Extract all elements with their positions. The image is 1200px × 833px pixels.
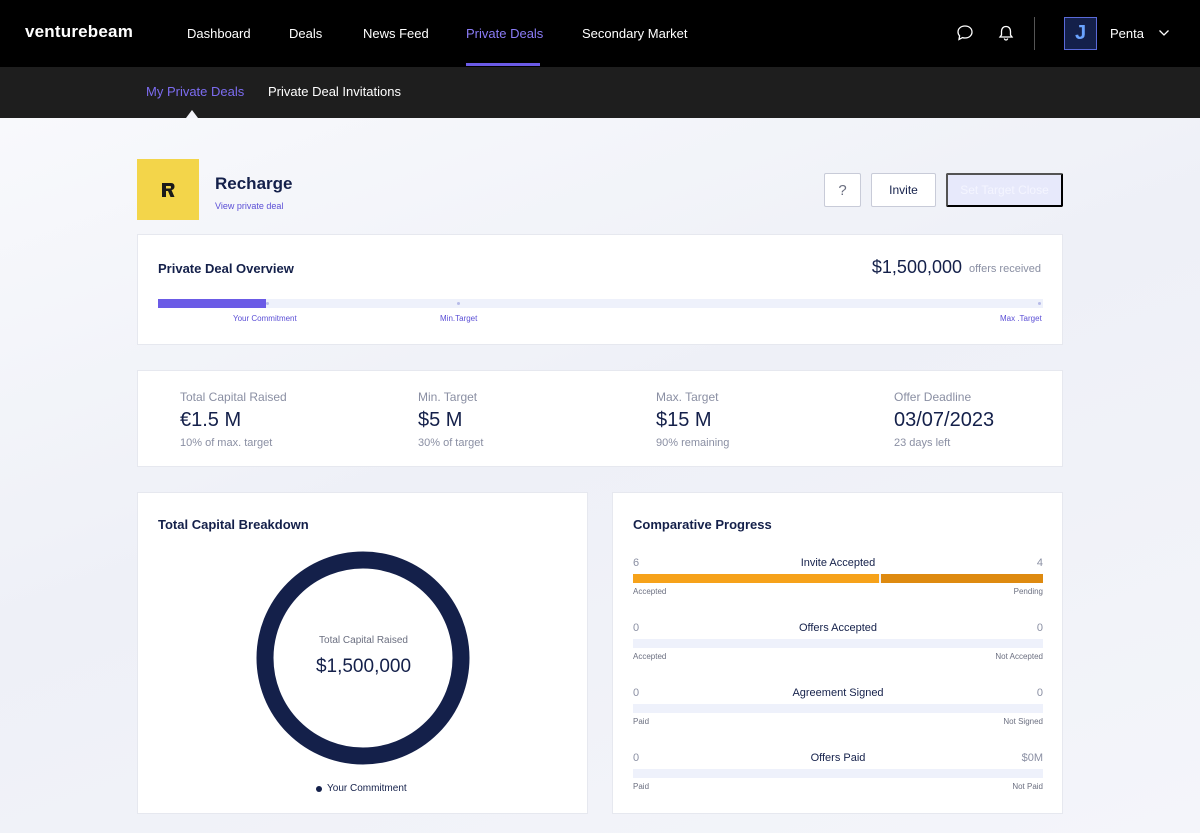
header-divider: [1034, 17, 1035, 50]
stat-value: 03/07/2023: [894, 409, 995, 431]
min-target-marker-label: Min.Target: [440, 314, 478, 323]
active-nav-indicator: [466, 63, 540, 66]
stat-value: $15 M: [656, 409, 712, 431]
stat-value: €1.5 M: [180, 409, 242, 431]
stat-max-target: Max. Target $15 M 90% remaining: [656, 390, 729, 449]
overview-title: Private Deal Overview: [158, 261, 294, 276]
offers-received-amount: $1,500,000: [871, 257, 962, 277]
your-commitment-marker-label: Your Commitment: [233, 314, 297, 323]
donut-center-value: $1,500,000: [315, 656, 412, 677]
progress-left-count: 6: [633, 557, 640, 569]
donut-segment-your-commitment: [256, 551, 470, 765]
progress-sub-right: Not Signed: [1003, 717, 1043, 726]
nav-secondary-market[interactable]: Secondary Market: [582, 26, 688, 41]
stat-min-target: Min. Target $5 M 30% of target: [418, 390, 483, 449]
recharge-logo-icon: [162, 182, 175, 197]
max-target-marker: [1038, 302, 1041, 305]
progress-sub-right: Not Accepted: [995, 652, 1043, 661]
progress-sub-left: Paid: [633, 782, 650, 791]
view-private-deal-link[interactable]: View private deal: [215, 201, 284, 211]
nav-private-deals[interactable]: Private Deals: [466, 26, 544, 41]
comparative-progress-card: Comparative Progress 6 Invite Accepted 4…: [612, 492, 1063, 814]
progress-sub-left: Accepted: [633, 652, 667, 661]
help-button[interactable]: ?: [824, 173, 861, 207]
progress-segment-secondary: [881, 574, 1043, 583]
offers-received-label: offers received: [969, 263, 1041, 275]
sub-navigation-bar: My Private Deals Private Deal Invitation…: [0, 67, 1200, 118]
stat-total-capital-raised: Total Capital Raised €1.5 M 10% of max. …: [180, 390, 287, 449]
stat-subtext: 90% remaining: [656, 437, 730, 449]
total-capital-breakdown-card: Total Capital Breakdown Total Capital Ra…: [137, 492, 588, 814]
stat-value: $5 M: [418, 409, 463, 431]
progress-right-count: 0: [1036, 622, 1043, 634]
invite-button[interactable]: Invite: [871, 173, 936, 207]
stat-subtext: 10% of max. target: [180, 437, 273, 449]
set-target-close-button[interactable]: Set Target Close: [946, 173, 1063, 207]
stat-subtext: 23 days left: [894, 437, 951, 449]
min-target-marker: [457, 302, 460, 305]
progress-right-count: 0: [1036, 687, 1043, 699]
company-logo: [137, 159, 199, 220]
active-tab-caret: [186, 110, 198, 118]
progress-sub-left: Paid: [633, 717, 650, 726]
legend-label: Your Commitment: [327, 783, 407, 794]
top-navigation-bar: venturebeam Dashboard Deals News Feed Pr…: [0, 0, 1200, 67]
deal-progress-bar: [158, 299, 1043, 308]
nav-dashboard[interactable]: Dashboard: [187, 26, 251, 41]
bell-icon[interactable]: [997, 24, 1015, 42]
progress-sub-right: Not Paid: [1012, 782, 1043, 791]
progress-left-count: 0: [633, 752, 640, 764]
stat-label: Min. Target: [418, 390, 478, 404]
chat-bubble-icon[interactable]: [956, 24, 974, 42]
avatar[interactable]: J: [1064, 17, 1097, 50]
deal-progress-fill: [158, 299, 266, 308]
progress-title: Agreement Signed: [792, 687, 884, 699]
progress-right-count: $0M: [1021, 752, 1043, 764]
progress-title: Offers Paid: [810, 752, 866, 764]
stat-label: Max. Target: [656, 390, 719, 404]
comparative-title: Comparative Progress: [633, 517, 772, 532]
brand-logo[interactable]: venturebeam: [25, 22, 134, 41]
progress-bar: [633, 704, 1043, 713]
progress-title: Invite Accepted: [800, 557, 876, 569]
progress-title: Offers Accepted: [798, 622, 878, 634]
progress-sub-right: Pending: [1013, 587, 1043, 596]
commitment-marker: [266, 302, 269, 305]
progress-sub-left: Accepted: [633, 587, 667, 596]
progress-segment-primary: [633, 574, 879, 583]
tab-private-deal-invitations[interactable]: Private Deal Invitations: [268, 84, 401, 99]
stat-subtext: 30% of target: [418, 437, 484, 449]
progress-bar: [633, 769, 1043, 778]
chevron-down-icon[interactable]: [1158, 28, 1170, 38]
progress-right-count: 4: [1036, 557, 1043, 569]
legend-dot: [316, 785, 322, 792]
stat-offer-deadline: Offer Deadline 03/07/2023 23 days left: [894, 390, 994, 449]
deal-stats-card: Total Capital Raised €1.5 M 10% of max. …: [137, 370, 1063, 467]
progress-bar: [633, 639, 1043, 648]
progress-left-count: 0: [633, 687, 640, 699]
donut-legend: Your Commitment: [316, 783, 407, 794]
max-target-marker-label: Max .Target: [1000, 314, 1042, 323]
progress-bar: [633, 574, 1043, 583]
donut-center-label: Total Capital Raised: [319, 635, 408, 646]
nav-deals[interactable]: Deals: [289, 26, 323, 41]
private-deal-overview-card: Private Deal Overview $1,500,000 offers …: [137, 234, 1063, 345]
user-name[interactable]: Penta: [1110, 26, 1144, 41]
stat-label: Total Capital Raised: [180, 390, 287, 404]
breakdown-title: Total Capital Breakdown: [158, 517, 309, 532]
stat-label: Offer Deadline: [894, 390, 972, 404]
nav-news-feed[interactable]: News Feed: [363, 26, 429, 41]
company-name: Recharge: [215, 174, 293, 193]
tab-my-private-deals[interactable]: My Private Deals: [146, 84, 245, 99]
progress-left-count: 0: [633, 622, 640, 634]
capital-donut-chart: [256, 551, 470, 765]
